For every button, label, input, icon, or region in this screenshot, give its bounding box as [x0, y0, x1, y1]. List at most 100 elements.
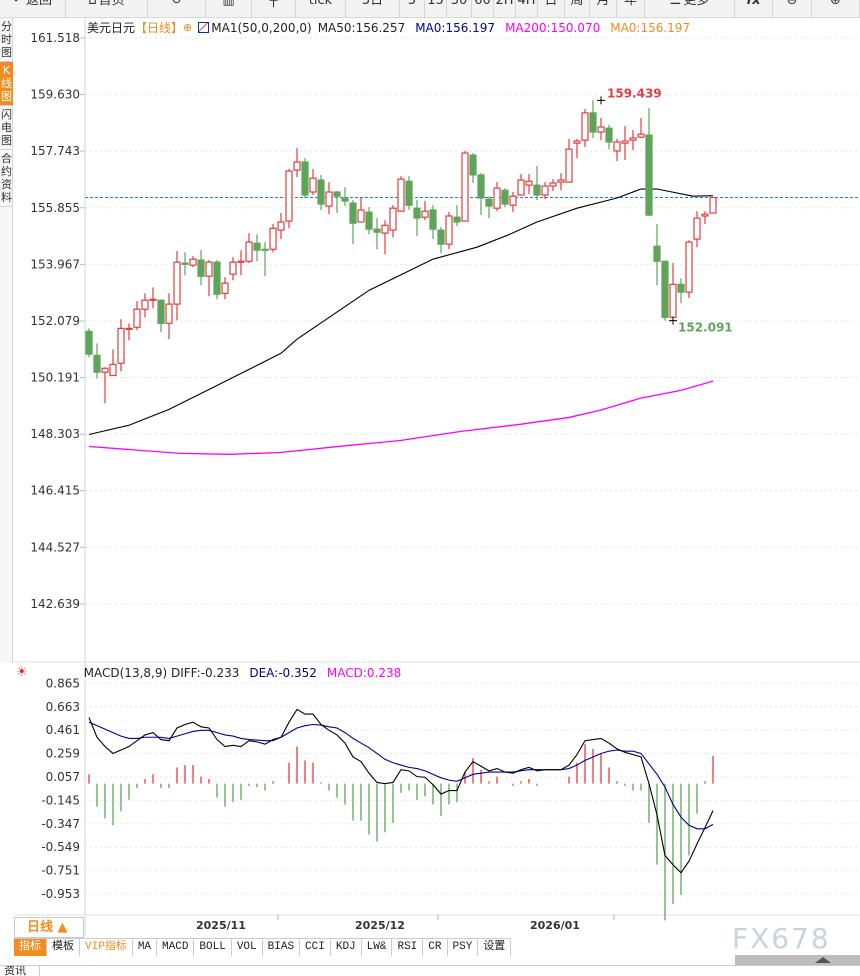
candle-up [693, 217, 701, 240]
price-tick-label: 152.079 [30, 314, 80, 328]
toolbar-fx-button[interactable]: fx [735, 0, 773, 17]
toolbar-day-button[interactable]: 日 [538, 0, 565, 17]
macd-diff: MACD(13,8,9) DIFF:-0.233 [83, 665, 240, 680]
candle-down [341, 197, 349, 202]
candle-up [309, 177, 317, 193]
candle-up [325, 191, 333, 207]
candlestick-icon: ┿ [269, 0, 278, 8]
fx678-watermark: FX678 [732, 922, 831, 955]
candle-up [149, 298, 157, 301]
tab-view-1[interactable]: K线图 [0, 62, 13, 106]
candle-up [541, 185, 549, 196]
indicator-tab-lw&[interactable]: LW& [361, 939, 393, 956]
news-bar: 资讯 [0, 965, 860, 976]
candle-down [317, 179, 325, 205]
indicator-tab-ma[interactable]: MA [132, 939, 158, 956]
toolbar-home-button[interactable]: ⌂ 首页 [66, 0, 148, 17]
indicator-tab-boll[interactable]: BOLL [194, 939, 232, 956]
toolbar-label: 年 [623, 0, 637, 8]
toolbar-back-button[interactable]: ↶ 返回 [0, 0, 66, 17]
candle-up [109, 363, 117, 377]
toolbar-zoomout-button[interactable]: ⊖ [773, 0, 812, 17]
toolbar-5-button[interactable]: 5 [400, 0, 425, 17]
toolbar-label: 5日 [361, 0, 384, 8]
candle-up [669, 283, 677, 318]
indicator-tab-vol[interactable]: VOL [231, 939, 263, 956]
indicator-tab-cci[interactable]: CCI [300, 939, 331, 956]
indicator-tab-设置[interactable]: 设置 [478, 939, 512, 956]
toolbar-5d-button[interactable]: 5日 [346, 0, 400, 17]
date-label: 2025/12 [355, 919, 405, 932]
toolbar-refresh-button[interactable]: ↻ [148, 0, 206, 17]
indicator-tab-rsi[interactable]: RSI [392, 939, 424, 956]
tab-view-0[interactable]: 分时图 [0, 18, 13, 62]
diff-line [88, 708, 714, 874]
indicator-tab-bias[interactable]: BIAS [262, 939, 301, 956]
period-selector[interactable]: 日线 ▲ [14, 917, 84, 938]
tab-view-2[interactable]: 闪电图 [0, 106, 13, 150]
candle-down [213, 261, 221, 295]
candle-down [429, 209, 437, 230]
candle-down [197, 259, 205, 277]
indicator-tab-macd[interactable]: MACD [157, 939, 195, 956]
toolbar-label: 5 [407, 0, 417, 8]
macd-tick-label: -0.953 [41, 887, 80, 901]
candle-up [269, 227, 277, 250]
low-price-label: 152.091 [678, 321, 733, 335]
macd-tick-label: -0.751 [41, 864, 80, 878]
candle-down [501, 189, 509, 205]
indicator-tab-vip指标[interactable]: VIP指标 [80, 939, 133, 956]
toolbar-label: 返回 [25, 0, 52, 8]
candle-down [349, 202, 357, 224]
candle-up [125, 327, 133, 331]
macd-value: MACD:0.238 [326, 665, 402, 680]
price-tick-label: 150.191 [30, 371, 80, 385]
toolbar-4h-button[interactable]: 4H [516, 0, 538, 17]
toolbar-indicator-button[interactable]: ▥ [206, 0, 252, 17]
toolbar-30-button[interactable]: 30 [447, 0, 472, 17]
price-tick-label: 155.855 [30, 201, 80, 215]
toolbar-tick-button[interactable]: tick [296, 0, 346, 17]
candle-up [709, 196, 717, 214]
indicator-tab-指标[interactable]: 指标 [14, 939, 47, 956]
candle-down [85, 330, 93, 355]
candle-up [493, 187, 501, 209]
candle-down [677, 283, 685, 293]
add-indicator-icon[interactable]: ⊕ [183, 21, 193, 34]
high-price-label: 159.439 [607, 86, 662, 100]
tab-news[interactable]: 资讯 [0, 966, 40, 976]
settings-sun-icon[interactable]: ☀ [16, 665, 28, 680]
indicator-tab-模板[interactable]: 模板 [47, 939, 80, 956]
candle-down [453, 216, 461, 223]
candle-down [653, 245, 661, 262]
candle-up [517, 179, 525, 196]
toolbar-month-button[interactable]: 月 [590, 0, 617, 17]
scrollbar[interactable] [735, 955, 860, 965]
price-tick-label: 144.527 [30, 540, 80, 554]
candle-down [605, 127, 613, 143]
toolbar-week-button[interactable]: 周 [565, 0, 590, 17]
tab-view-3[interactable]: 合约资料 [0, 150, 13, 207]
toolbar-60-button[interactable]: 60 [472, 0, 494, 17]
indicator-tab-cr[interactable]: CR [423, 939, 448, 956]
candle-up [581, 112, 589, 141]
toolbar-15-button[interactable]: 15 [425, 0, 447, 17]
macd-tick-label: -0.549 [41, 840, 80, 854]
ma50-line [88, 188, 714, 436]
toolbar-2h-button[interactable]: 2H [494, 0, 516, 17]
indicator-tab-kdj[interactable]: KDJ [330, 939, 362, 956]
candle-up [133, 308, 141, 328]
toolbar-year-button[interactable]: 年 [617, 0, 645, 17]
candle-up [205, 261, 213, 277]
candle-down [405, 180, 413, 206]
ma-name: MA1(50,0,200,0) [211, 20, 312, 35]
candle-down [301, 161, 309, 196]
ma200-line [88, 380, 714, 455]
toolbar-more-button[interactable]: ☰ 更多 [645, 0, 735, 17]
indicator-tab-psy[interactable]: PSY [447, 939, 479, 956]
symbol-name: 美元日元 [87, 21, 136, 35]
toolbar-label: tick [308, 0, 333, 8]
dea-line [88, 721, 714, 830]
toolbar-candle-button[interactable]: ┿ [252, 0, 296, 17]
